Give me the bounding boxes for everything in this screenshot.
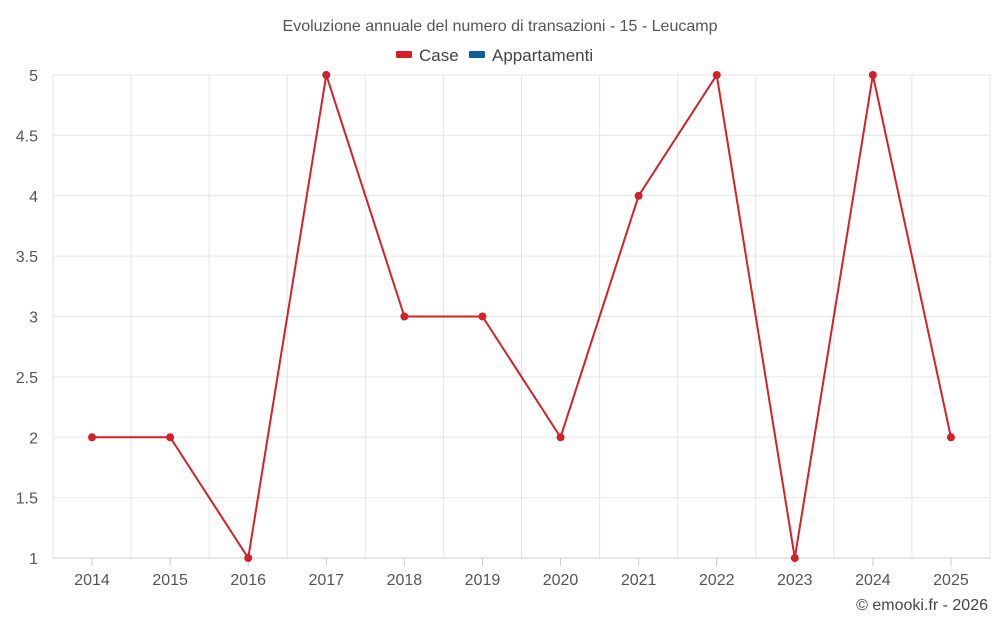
data-point[interactable]: [556, 433, 565, 442]
data-point[interactable]: [400, 312, 409, 321]
grid: [52, 74, 991, 558]
y-tick-label: 2.5: [16, 370, 38, 387]
x-tick-label: 2025: [933, 572, 969, 589]
data-point[interactable]: [166, 433, 175, 442]
legend-swatch-case: [396, 51, 412, 58]
legend-label-case: Case: [419, 46, 459, 65]
data-point[interactable]: [244, 554, 253, 562]
x-tick-label: 2014: [74, 572, 110, 589]
y-tick-label: 5: [29, 68, 38, 85]
x-tick-label: 2015: [152, 572, 188, 589]
x-tick-label: 2016: [230, 572, 266, 589]
data-point[interactable]: [478, 312, 487, 321]
axes: 1 1.5 2 2.5 3 3.5 4 4.5 5 2014 2015 2016 2017 2018 201…: [16, 68, 990, 589]
data-point[interactable]: [322, 71, 331, 79]
x-tick-label: 2017: [308, 572, 344, 589]
y-tick-label: 1.5: [16, 491, 38, 508]
series-line: [92, 74, 952, 559]
y-tick-label: 1: [29, 551, 38, 568]
data-point[interactable]: [634, 191, 643, 200]
x-tick-label: 2019: [465, 572, 501, 589]
data-point[interactable]: [868, 71, 877, 79]
legend-swatch-appartamenti: [469, 51, 485, 58]
x-tick-label: 2023: [777, 572, 813, 589]
data-point[interactable]: [946, 433, 955, 442]
legend: Case Appartamenti: [396, 46, 593, 65]
x-tick-label: 2018: [387, 572, 423, 589]
y-tick-label: 4.5: [16, 128, 38, 145]
y-tick-label: 2: [29, 430, 38, 447]
legend-item-appartamenti[interactable]: Appartamenti: [469, 46, 593, 65]
credit-text: © emooki.fr - 2026: [856, 597, 988, 614]
chart-title: Evoluzione annuale del numero di transaz…: [283, 18, 718, 35]
x-tick-label: 2021: [621, 572, 657, 589]
y-tick-label: 3: [29, 310, 38, 327]
x-tick-label: 2020: [543, 572, 579, 589]
data-point[interactable]: [790, 554, 799, 562]
x-tick-label: 2022: [699, 572, 735, 589]
legend-label-appartamenti: Appartamenti: [492, 46, 593, 65]
series: [88, 71, 955, 562]
y-tick-label: 3.5: [16, 249, 38, 266]
x-tick-label: 2024: [855, 572, 891, 589]
legend-item-case[interactable]: Case: [396, 46, 459, 65]
y-tick-label: 4: [29, 189, 38, 206]
series-case: [88, 71, 955, 562]
data-point[interactable]: [712, 71, 721, 79]
data-point[interactable]: [88, 433, 97, 442]
